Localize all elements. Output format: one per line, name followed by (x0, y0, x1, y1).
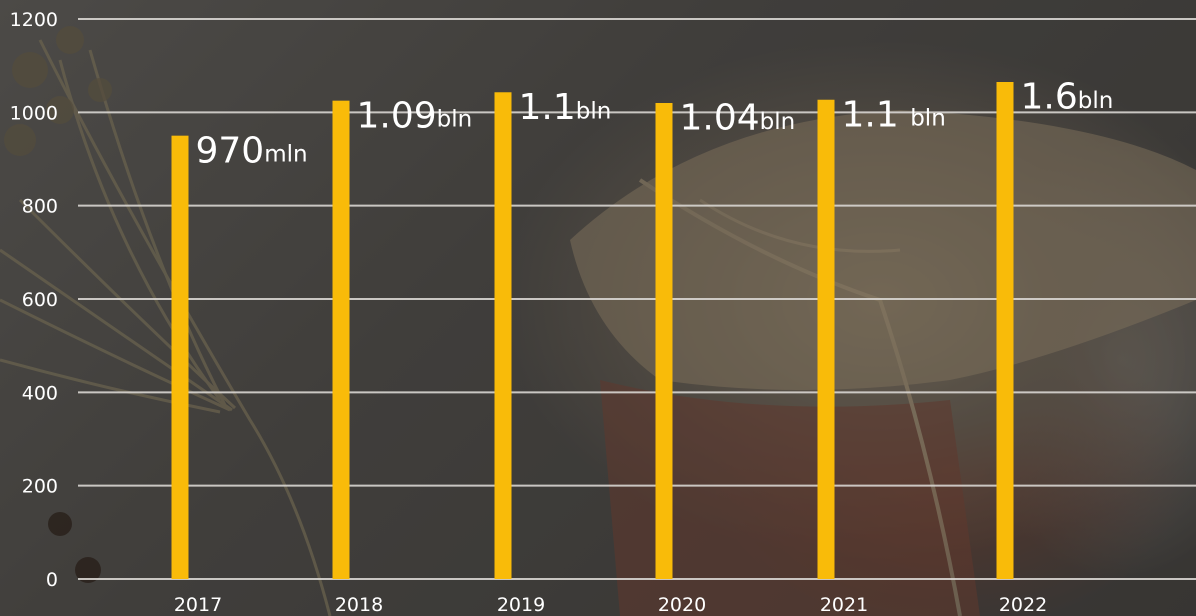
data-label-number: 1.1 (842, 94, 911, 135)
bars (171, 82, 1014, 580)
y-tick-label: 200 (22, 476, 58, 498)
x-tick-label-2018: 2018 (335, 594, 383, 616)
dill-seed-head (4, 26, 112, 156)
data-label-unit: bln (576, 98, 612, 124)
y-tick-label: 400 (22, 382, 58, 404)
x-axis-ticks: 2017 2018 2019 2020 2021 2022 (174, 594, 1047, 616)
data-label-2018: 1.09bln (357, 95, 473, 136)
bar-2020 (655, 103, 673, 579)
y-tick-label: 1200 (10, 9, 58, 31)
data-label-unit: bln (910, 106, 946, 132)
data-label-2020: 1.04bln (680, 98, 796, 139)
x-tick-label-2022: 2022 (999, 594, 1047, 616)
x-tick-label-2020: 2020 (658, 594, 706, 616)
data-label-2022: 1.6bln (1021, 77, 1114, 118)
bar-2017 (171, 135, 189, 579)
peppercorns (48, 512, 101, 583)
data-label-2019: 1.1bln (519, 87, 612, 128)
data-label-number: 1.04 (680, 98, 760, 139)
data-label-number: 1.09 (357, 95, 437, 136)
x-tick-label-2021: 2021 (820, 594, 868, 616)
y-tick-label: 1000 (10, 102, 58, 124)
paper-wrapped-jar (570, 110, 1196, 616)
y-tick-label: 0 (46, 569, 58, 591)
data-label-unit: bln (760, 109, 796, 135)
y-tick-label: 600 (22, 289, 58, 311)
bar-2022 (996, 82, 1014, 579)
data-label-number: 1.6 (1021, 77, 1078, 118)
dill-stems (0, 39, 332, 616)
x-tick-label-2019: 2019 (497, 594, 545, 616)
data-label-number: 1.1 (519, 87, 576, 128)
x-tick-label-2017: 2017 (174, 594, 222, 616)
data-label-2017: 970mln (196, 130, 308, 171)
bar-2018 (332, 100, 350, 580)
data-label-unit: mln (264, 142, 307, 168)
data-label-2021: 1.1 bln (842, 94, 946, 135)
y-tick-label: 800 (22, 196, 58, 218)
data-label-number: 970 (196, 130, 265, 171)
data-label-unit: bln (437, 107, 473, 133)
y-axis-ticks: 0 200 400 600 800 1000 1200 (10, 9, 58, 591)
bar-2021 (817, 99, 835, 579)
data-label-unit: bln (1078, 88, 1114, 114)
bar-2019 (494, 92, 512, 580)
